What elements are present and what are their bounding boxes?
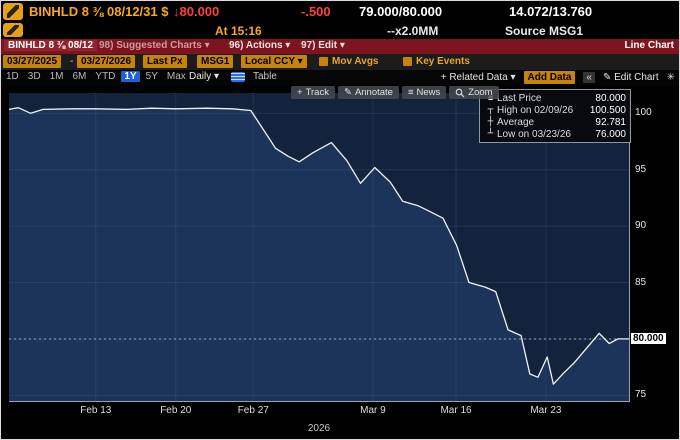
last-price-value: 80.000	[179, 4, 220, 19]
price-change: -.500	[301, 4, 331, 19]
x-axis-label: Mar 23	[530, 405, 562, 416]
security-tab[interactable]: BINHLD 8 ⅜ 08/12	[4, 40, 98, 51]
currency-select[interactable]: Local CCY ▾	[241, 55, 307, 68]
annotate-button[interactable]: ✎ Annotate	[337, 86, 399, 99]
y-axis-label: 100	[635, 107, 652, 119]
average-marker-icon: ┼	[487, 117, 494, 127]
chart-style-icon[interactable]	[231, 72, 245, 82]
low-marker-icon: ┴	[487, 129, 494, 139]
y-axis-label: 75	[635, 389, 647, 401]
zoom-button[interactable]: Zoom	[449, 86, 499, 99]
price-field-select[interactable]: Last Px	[143, 55, 187, 68]
track-button[interactable]: + Track	[291, 86, 335, 99]
chart-settings-bar: 03/27/2025 - 03/27/2026 Last Px MSG1 Loc…	[1, 54, 679, 70]
period-tabs: 1D 3D 1M 6M YTD 1Y 5Y Max	[3, 71, 189, 82]
settings-icon[interactable]: ✳	[666, 72, 675, 83]
quote-size: --x2.0MM	[387, 24, 439, 38]
checkbox-icon	[403, 57, 412, 66]
quote-row-secondary: At 15:16 --x2.0MM Source MSG1	[1, 23, 679, 39]
chart-area: +Track ✎Annotate ≡News Zoom ▪Last Price8…	[1, 85, 679, 439]
price-plot[interactable]	[8, 93, 630, 402]
table-label: Table	[253, 71, 277, 82]
price-line-chart	[8, 93, 629, 401]
checkbox-icon	[319, 57, 328, 66]
bid-ask-prices: 79.000/80.000	[359, 4, 443, 19]
news-label: News	[416, 87, 441, 98]
quote-source: Source MSG1	[505, 24, 584, 38]
y-axis-label: 80.000	[631, 332, 666, 344]
legend-row-low: ┴ Low on 03/23/26 76.000	[484, 128, 626, 140]
wrench-icon	[7, 25, 19, 35]
legend-row-high: ┬ High on 02/09/26 100.500	[484, 104, 626, 116]
add-data-field[interactable]: Add Data	[523, 71, 576, 84]
news-button[interactable]: ≡ News	[401, 86, 447, 99]
zoom-label: Zoom	[468, 87, 493, 98]
security-name: BINHLD 8 ⅜ 08/12/31 $	[29, 4, 169, 19]
y-axis-label: 90	[635, 220, 647, 232]
zoom-icon	[455, 88, 465, 97]
quote-row-primary: BINHLD 8 ⅜ 08/12/31 $ ↓80.000 -.500 79.0…	[1, 1, 679, 23]
legend-row-average: ┼ Average 92.781	[484, 116, 626, 128]
pricing-source-select[interactable]: MSG1	[197, 55, 234, 68]
x-axis-label: Feb 27	[237, 405, 269, 416]
start-date-field[interactable]: 03/27/2025	[3, 55, 62, 68]
range-tab-ytd[interactable]: YTD	[95, 71, 116, 82]
plus-icon: +	[297, 87, 303, 98]
y-axis-label: 95	[635, 163, 647, 175]
range-tab-1d[interactable]: 1D	[6, 71, 19, 82]
quote-timestamp: At 15:16	[215, 24, 262, 38]
range-tab-6m[interactable]: 6M	[72, 71, 87, 82]
menu-bar: BINHLD 8 ⅜ 08/12 98) Suggested Charts ▾ …	[1, 39, 679, 54]
key-events-label: Key Events	[416, 56, 470, 67]
x-axis-label: Feb 13	[80, 405, 112, 416]
range-tab-max[interactable]: Max	[166, 71, 186, 82]
range-tab-3d[interactable]: 3D	[27, 71, 41, 82]
x-axis-label: Feb 20	[160, 405, 192, 416]
mov-avgs-label: Mov Avgs	[332, 56, 379, 67]
table-button[interactable]: Table	[253, 71, 277, 82]
news-icon: ≡	[407, 87, 414, 98]
annotate-label: Annotate	[354, 87, 393, 98]
y-axis-label: 85	[635, 276, 647, 288]
key-events-checkbox[interactable]: Key Events	[403, 56, 470, 67]
down-arrow-icon: ↓	[173, 4, 180, 19]
collapse-button[interactable]: «	[583, 72, 595, 83]
edit-chart-button[interactable]: ✎ Edit Chart	[602, 72, 659, 83]
date-separator: -	[70, 56, 74, 67]
mov-avgs-checkbox[interactable]: Mov Avgs	[319, 56, 379, 67]
range-tab-1y[interactable]: 1Y	[121, 71, 140, 82]
wrench-icon	[7, 5, 19, 18]
suggested-charts-menu[interactable]: 98) Suggested Charts ▾	[99, 40, 210, 51]
end-date-field[interactable]: 03/27/2026	[77, 55, 136, 68]
chart-type-label: Line Chart	[624, 40, 674, 51]
range-bar: 1D 3D 1M 6M YTD 1Y 5Y Max Daily ▾ Table …	[1, 70, 679, 85]
range-tab-5y[interactable]: 5Y	[145, 71, 158, 82]
pencil-icon: ✎	[343, 87, 352, 98]
range-tab-1m[interactable]: 1M	[49, 71, 64, 82]
x-axis-label: Mar 16	[440, 405, 472, 416]
track-label: Track	[305, 87, 329, 98]
high-marker-icon: ┬	[487, 105, 494, 115]
frequency-select[interactable]: Daily ▾	[189, 71, 220, 82]
actions-menu[interactable]: 96) Actions ▾	[229, 40, 291, 51]
bid-ask-yields: 14.072/13.760	[509, 4, 593, 19]
edit-menu[interactable]: 97) Edit ▾	[301, 40, 345, 51]
range-bar-right: + Related Data ▾ Add Data « ✎ Edit Chart…	[441, 71, 675, 84]
last-price-quote: ↓80.000	[173, 4, 219, 19]
terminal-function-icon-2[interactable]	[3, 23, 23, 37]
x-axis-label: Mar 9	[360, 405, 386, 416]
x-axis-year-label: 2026	[307, 423, 331, 434]
chart-toolbar: + Track ✎ Annotate ≡ News Zoom	[291, 86, 499, 99]
terminal-function-icon[interactable]	[3, 3, 23, 20]
related-data-button[interactable]: + Related Data ▾	[440, 72, 516, 83]
